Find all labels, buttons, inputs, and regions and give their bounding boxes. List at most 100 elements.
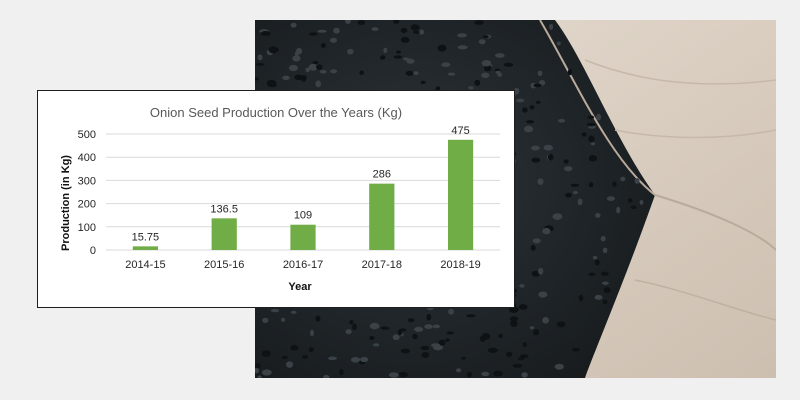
seed bbox=[552, 213, 563, 220]
seed bbox=[630, 205, 637, 209]
seed bbox=[305, 67, 310, 73]
seed bbox=[400, 348, 410, 354]
seed bbox=[380, 326, 390, 330]
seed bbox=[345, 20, 351, 24]
y-tick-label: 0 bbox=[90, 245, 96, 257]
seed bbox=[466, 371, 472, 378]
seed bbox=[457, 33, 468, 38]
seed bbox=[413, 30, 421, 34]
seed bbox=[347, 48, 354, 55]
seed bbox=[432, 324, 440, 329]
seed bbox=[457, 45, 468, 50]
seed bbox=[538, 267, 544, 275]
seed bbox=[398, 371, 408, 378]
seed bbox=[531, 157, 541, 163]
seed bbox=[328, 356, 337, 361]
seed bbox=[412, 333, 418, 340]
bar bbox=[211, 218, 237, 250]
bar-chart: Onion Seed Production Over the Years (Kg… bbox=[60, 105, 500, 293]
seed bbox=[290, 310, 297, 314]
seed bbox=[437, 44, 447, 52]
seed bbox=[542, 317, 550, 324]
seed bbox=[312, 60, 319, 65]
seed bbox=[487, 347, 498, 353]
seed bbox=[461, 356, 466, 360]
seed bbox=[547, 153, 554, 161]
seed bbox=[420, 80, 426, 84]
seed bbox=[498, 333, 503, 339]
seed bbox=[257, 54, 263, 61]
seed bbox=[389, 372, 399, 378]
seed bbox=[595, 213, 601, 218]
seed bbox=[620, 176, 626, 182]
seed bbox=[587, 115, 595, 120]
seed bbox=[315, 315, 321, 322]
seed bbox=[521, 372, 528, 378]
seed bbox=[588, 155, 597, 162]
seed bbox=[255, 367, 259, 374]
seed bbox=[537, 178, 544, 186]
seed bbox=[493, 370, 503, 377]
y-tick-label: 200 bbox=[78, 199, 96, 211]
seed bbox=[455, 368, 462, 373]
seed bbox=[352, 323, 357, 331]
seed bbox=[586, 122, 596, 127]
seed bbox=[571, 347, 581, 352]
seed bbox=[308, 347, 314, 353]
seed bbox=[592, 255, 598, 260]
seed bbox=[420, 345, 430, 351]
seed bbox=[255, 63, 265, 66]
seed bbox=[267, 83, 277, 88]
seed bbox=[474, 20, 484, 25]
seed bbox=[601, 271, 609, 276]
seed bbox=[260, 31, 271, 36]
seed bbox=[523, 125, 534, 133]
seed bbox=[447, 72, 456, 76]
seed bbox=[286, 361, 293, 368]
seed bbox=[602, 247, 608, 254]
seed bbox=[594, 294, 603, 300]
seed bbox=[281, 355, 288, 360]
seed bbox=[270, 308, 280, 313]
seed bbox=[603, 287, 611, 294]
bar bbox=[369, 183, 395, 250]
seed bbox=[532, 238, 541, 244]
seed bbox=[323, 375, 330, 378]
finger-crease bbox=[584, 59, 776, 85]
seed bbox=[319, 69, 327, 74]
seed bbox=[308, 32, 318, 36]
seed bbox=[413, 71, 419, 75]
seed bbox=[431, 343, 441, 348]
data-label: 475 bbox=[451, 125, 469, 137]
seed bbox=[255, 77, 260, 81]
bar bbox=[132, 246, 159, 250]
seed bbox=[530, 245, 536, 251]
seed bbox=[581, 132, 587, 137]
seed bbox=[369, 336, 375, 340]
seed bbox=[257, 375, 262, 378]
seed bbox=[503, 62, 514, 67]
seed bbox=[612, 181, 617, 187]
seed bbox=[330, 37, 337, 43]
seed bbox=[537, 70, 543, 76]
x-axis-title: Year bbox=[288, 281, 312, 293]
seed bbox=[588, 182, 594, 188]
seed bbox=[359, 70, 364, 75]
seed bbox=[445, 338, 450, 342]
seed bbox=[261, 369, 272, 376]
seed bbox=[564, 166, 573, 172]
seed bbox=[481, 333, 491, 340]
seed bbox=[602, 299, 608, 305]
y-tick-label: 300 bbox=[78, 175, 96, 187]
seed bbox=[506, 351, 513, 357]
seed bbox=[468, 86, 474, 90]
seed bbox=[282, 75, 290, 80]
seed bbox=[531, 270, 541, 277]
seed bbox=[399, 328, 407, 332]
seed bbox=[380, 55, 386, 60]
seed bbox=[509, 316, 518, 322]
seed bbox=[294, 74, 304, 81]
seed bbox=[554, 363, 564, 370]
seed bbox=[373, 343, 380, 347]
seed bbox=[339, 369, 344, 376]
